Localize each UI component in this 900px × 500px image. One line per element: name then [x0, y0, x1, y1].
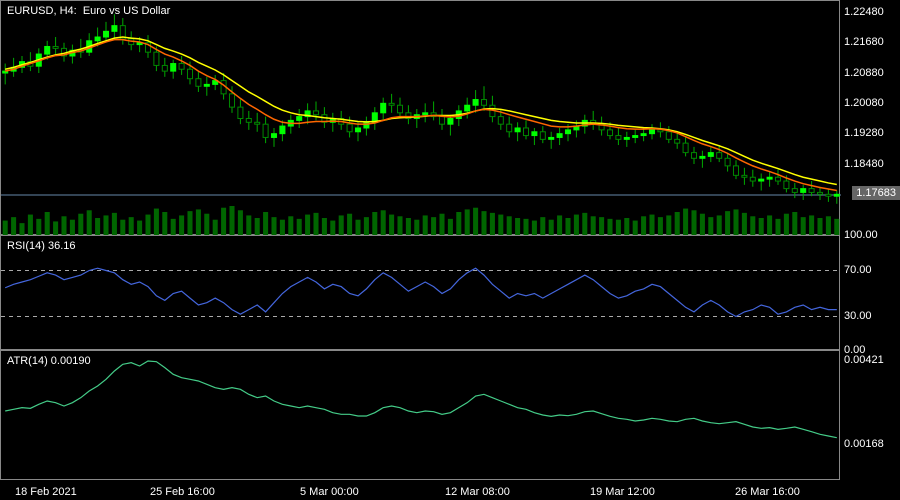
atr-chart-svg [1, 351, 841, 481]
price-panel[interactable]: EURUSD, H4: Euro vs US Dollar [0, 0, 840, 235]
current-price-tag: 1.17683 [852, 186, 900, 200]
time-x-axis: 18 Feb 202125 Feb 16:005 Mar 00:0012 Mar… [0, 480, 840, 500]
atr-title: ATR(14) 0.00190 [7, 355, 91, 367]
atr-y-axis: 0.004210.00168 [840, 350, 900, 480]
atr-panel[interactable]: ATR(14) 0.00190 [0, 350, 840, 480]
rsi-chart-svg [1, 236, 841, 351]
rsi-y-axis: 100.0070.0030.000.00 [840, 235, 900, 350]
chart-container: EURUSD, H4: Euro vs US Dollar 1.224801.2… [0, 0, 900, 500]
price-chart-svg [1, 1, 841, 236]
rsi-title: RSI(14) 36.16 [7, 240, 75, 252]
rsi-panel[interactable]: RSI(14) 36.16 [0, 235, 840, 350]
chart-title: EURUSD, H4: Euro vs US Dollar [7, 5, 170, 17]
